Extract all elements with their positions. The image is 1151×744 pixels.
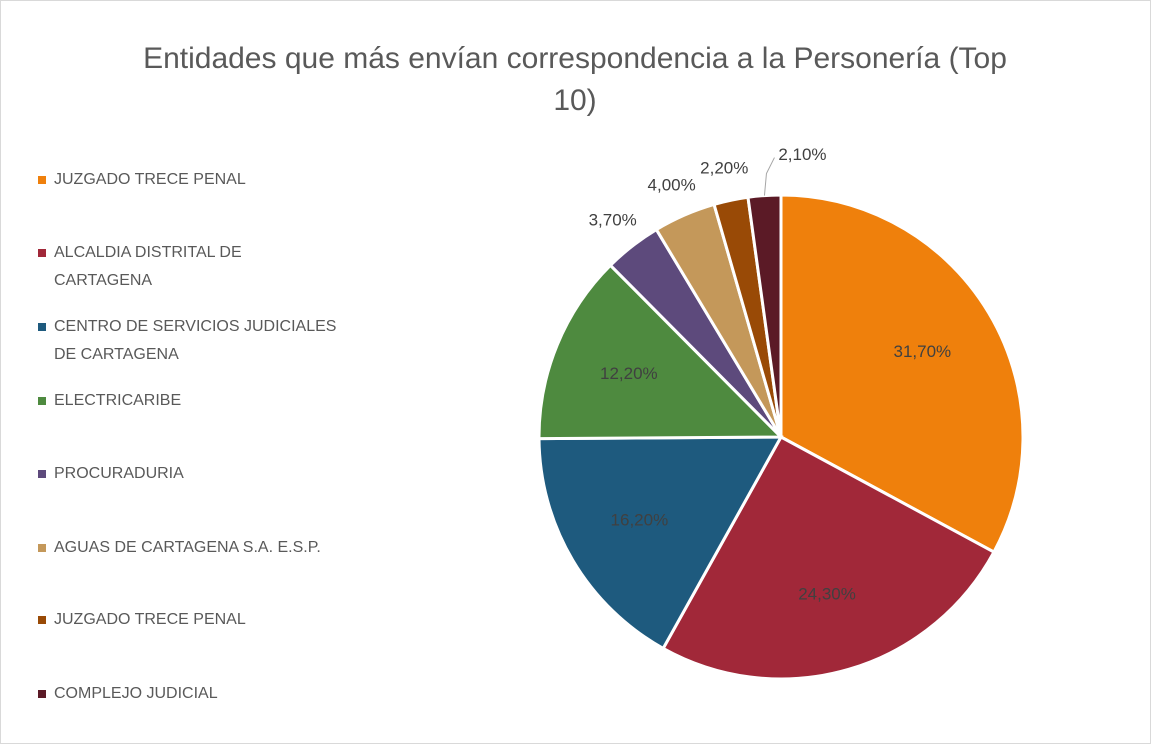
data-label: 24,30% <box>798 584 856 603</box>
legend-entry: JUZGADO TRECE PENAL <box>38 606 338 634</box>
legend-label: JUZGADO TRECE PENAL <box>54 171 246 188</box>
legend-swatch <box>38 616 46 624</box>
legend-entry: ALCALDIA DISTRITAL DE CARTAGENA <box>38 239 338 295</box>
legend-label: ELECTRICARIBE <box>54 392 182 409</box>
legend-entry: JUZGADO TRECE PENAL <box>38 166 338 194</box>
legend-swatch <box>38 176 46 184</box>
legend-swatch <box>38 249 46 257</box>
data-label: 16,20% <box>611 510 669 529</box>
legend-label: COMPLEJO JUDICIAL <box>54 685 218 702</box>
legend-entry: PROCURADURIA <box>38 460 338 488</box>
data-label: 2,10% <box>778 145 826 164</box>
data-label: 3,70% <box>589 210 637 229</box>
legend-entry: AGUAS DE CARTAGENA S.A. E.S.P. <box>38 534 338 562</box>
legend-label: PROCURADURIA <box>54 465 184 482</box>
legend-entry: CENTRO DE SERVICIOS JUDICIALES DE CARTAG… <box>38 313 338 369</box>
legend-label: CENTRO DE SERVICIOS JUDICIALES DE CARTAG… <box>54 318 337 363</box>
data-label: 12,20% <box>600 364 658 383</box>
pie-slice <box>537 263 785 441</box>
chart-title: Entidades que más envían correspondencia… <box>143 42 1007 117</box>
legend-swatch <box>38 544 46 552</box>
leader-line <box>763 157 775 196</box>
legend-swatch <box>38 323 46 331</box>
pie-slice <box>661 434 996 681</box>
legend-swatch <box>38 470 46 478</box>
legend-entry: COMPLEJO JUDICIAL <box>38 680 338 708</box>
legend-swatch <box>38 690 46 698</box>
legend-entry: ELECTRICARIBE <box>38 387 338 415</box>
legend-swatch <box>38 397 46 405</box>
data-label: 2,20% <box>700 158 748 177</box>
pie-slice <box>537 435 784 651</box>
data-label: 31,70% <box>894 342 952 361</box>
data-label: 4,00% <box>648 175 696 194</box>
legend-label: ALCALDIA DISTRITAL DE CARTAGENA <box>54 244 242 289</box>
pie-slice <box>779 193 1025 555</box>
legend-label: AGUAS DE CARTAGENA S.A. E.S.P. <box>54 539 321 556</box>
legend-label: JUZGADO TRECE PENAL <box>54 611 246 628</box>
